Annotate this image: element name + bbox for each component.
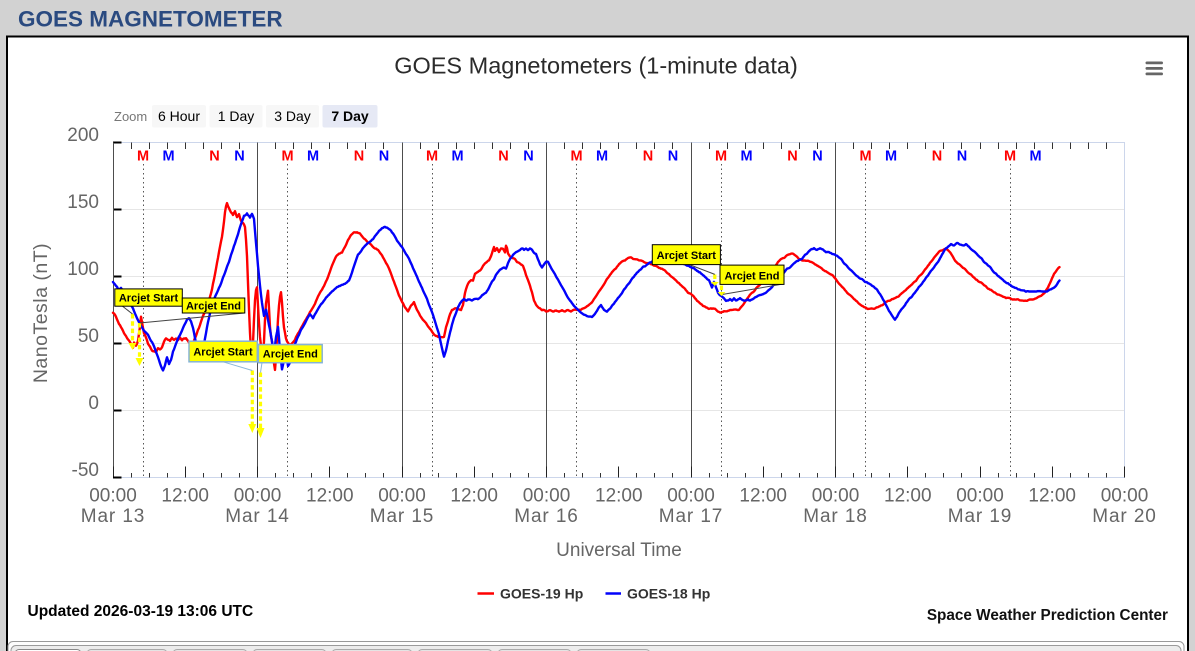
svg-text:N: N: [932, 149, 942, 165]
svg-text:N: N: [787, 149, 797, 165]
svg-text:N: N: [209, 149, 219, 165]
svg-text:7 Day: 7 Day: [331, 108, 369, 124]
svg-text:GOES MAGNETOMETER: GOES MAGNETOMETER: [18, 7, 283, 32]
svg-text:00:00: 00:00: [89, 486, 137, 507]
svg-text:N: N: [498, 149, 508, 165]
svg-text:Space Weather Prediction Cente: Space Weather Prediction Center: [927, 607, 1168, 624]
svg-text:M: M: [715, 149, 727, 165]
svg-text:3 Day: 3 Day: [274, 108, 311, 124]
svg-text:N: N: [379, 149, 389, 165]
svg-text:M: M: [570, 149, 582, 165]
svg-text:Mar 15: Mar 15: [370, 506, 435, 527]
svg-text:M: M: [451, 149, 463, 165]
svg-text:M: M: [859, 149, 871, 165]
svg-text:M: M: [426, 149, 438, 165]
svg-text:M: M: [137, 149, 149, 165]
svg-text:M: M: [1004, 149, 1016, 165]
svg-text:NanoTesla (nT): NanoTesla (nT): [30, 243, 52, 383]
svg-text:N: N: [812, 149, 822, 165]
svg-text:Universal Time: Universal Time: [556, 540, 682, 561]
svg-text:Mar 13: Mar 13: [81, 506, 146, 527]
svg-text:Zoom: Zoom: [114, 109, 147, 124]
svg-text:00:00: 00:00: [523, 486, 571, 507]
svg-text:00:00: 00:00: [378, 486, 426, 507]
svg-text:M: M: [307, 149, 319, 165]
svg-text:12:00: 12:00: [595, 486, 643, 507]
svg-text:Mar 16: Mar 16: [514, 506, 579, 527]
svg-text:N: N: [234, 149, 244, 165]
svg-text:00:00: 00:00: [234, 486, 282, 507]
svg-text:N: N: [957, 149, 967, 165]
svg-text:Updated 2026-03-19 13:06 UTC: Updated 2026-03-19 13:06 UTC: [28, 603, 254, 620]
svg-text:N: N: [523, 149, 533, 165]
svg-text:00:00: 00:00: [667, 486, 715, 507]
svg-text:Arcjet Start: Arcjet Start: [193, 347, 253, 359]
svg-text:150: 150: [67, 192, 99, 213]
svg-text:N: N: [643, 149, 653, 165]
svg-text:Arcjet End: Arcjet End: [263, 349, 318, 361]
svg-text:N: N: [668, 149, 678, 165]
svg-text:M: M: [162, 149, 174, 165]
svg-text:Mar 14: Mar 14: [225, 506, 290, 527]
svg-text:12:00: 12:00: [739, 486, 787, 507]
svg-text:0: 0: [88, 393, 99, 414]
svg-text:Mar 18: Mar 18: [803, 506, 868, 527]
svg-text:12:00: 12:00: [884, 486, 932, 507]
svg-text:M: M: [596, 149, 608, 165]
svg-text:GOES Magnetometers (1-minute d: GOES Magnetometers (1-minute data): [394, 53, 798, 79]
svg-text:M: M: [281, 149, 293, 165]
svg-text:1 Day: 1 Day: [218, 108, 255, 124]
svg-text:Mar 20: Mar 20: [1092, 506, 1157, 527]
svg-text:200: 200: [67, 125, 99, 146]
svg-text:12:00: 12:00: [450, 486, 498, 507]
svg-text:100: 100: [67, 259, 99, 280]
svg-text:M: M: [885, 149, 897, 165]
svg-text:M: M: [1029, 149, 1041, 165]
svg-text:GOES-18 Hp: GOES-18 Hp: [627, 586, 710, 602]
svg-text:GOES-19 Hp: GOES-19 Hp: [500, 586, 583, 602]
svg-text:M: M: [740, 149, 752, 165]
svg-text:-50: -50: [72, 460, 99, 481]
svg-text:6 Hour: 6 Hour: [158, 108, 200, 124]
svg-text:Mar 19: Mar 19: [948, 506, 1013, 527]
svg-text:Arcjet Start: Arcjet Start: [657, 250, 717, 262]
svg-text:Arcjet End: Arcjet End: [724, 270, 779, 282]
svg-text:12:00: 12:00: [306, 486, 354, 507]
svg-text:Arcjet Start: Arcjet Start: [119, 293, 179, 305]
svg-text:12:00: 12:00: [1028, 486, 1076, 507]
svg-text:Mar 17: Mar 17: [659, 506, 724, 527]
svg-text:00:00: 00:00: [1101, 486, 1149, 507]
svg-text:50: 50: [78, 326, 99, 347]
svg-text:Arcjet End: Arcjet End: [186, 301, 241, 313]
svg-text:00:00: 00:00: [956, 486, 1004, 507]
svg-text:N: N: [354, 149, 364, 165]
svg-text:00:00: 00:00: [812, 486, 860, 507]
svg-text:12:00: 12:00: [161, 486, 209, 507]
